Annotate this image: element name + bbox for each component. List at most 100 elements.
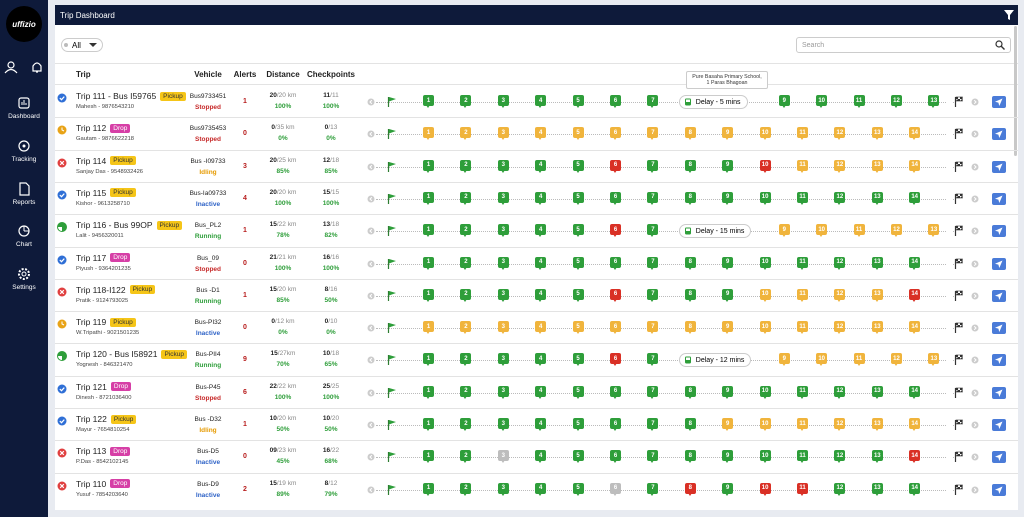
trip-contact: Pratik - 9124793025	[76, 297, 129, 304]
checkpoint: 5	[572, 321, 584, 335]
checkpoint: 12	[834, 450, 846, 464]
navigate-button[interactable]	[992, 257, 1006, 270]
bell-icon[interactable]	[30, 60, 44, 74]
trip-name: Trip 111 - Bus I59765	[76, 91, 157, 101]
checkpoint: 13	[871, 321, 883, 335]
nav-icon[interactable]	[17, 96, 31, 110]
search-box[interactable]: Search	[796, 37, 1011, 53]
navigate-button[interactable]	[992, 419, 1006, 431]
timeline-line	[376, 457, 956, 459]
navigate-button[interactable]	[992, 225, 1006, 238]
checkpoint: 2	[460, 353, 472, 367]
navigate-button[interactable]	[992, 192, 1006, 205]
checkpoint: 9	[722, 450, 734, 464]
dist-percent: 70%	[276, 361, 290, 369]
trip-tag: Drop	[110, 446, 131, 456]
checkpoint: 6	[610, 482, 621, 496]
checkpoint: 7	[647, 127, 659, 141]
checkpoint: 1	[423, 385, 434, 399]
back-button[interactable]	[367, 324, 375, 332]
header-divider	[55, 63, 1018, 64]
cp-progress: 8/12	[301, 480, 361, 487]
info-button[interactable]	[971, 260, 979, 268]
trip-line: Trip 114 Pickup	[76, 156, 136, 166]
user-icon[interactable]	[4, 60, 18, 74]
vehicle-status: Inactive	[195, 330, 221, 338]
row-divider	[55, 214, 1018, 216]
scrollbar[interactable]	[1014, 26, 1017, 156]
trip-contact: Mahesh - 9876543210	[76, 104, 135, 110]
checkpoint: 7	[647, 482, 659, 496]
checkpoint: 12	[834, 159, 846, 173]
row-divider	[55, 181, 1018, 183]
checkpoint: 10	[759, 288, 771, 302]
checkpoint: 4	[535, 288, 547, 302]
info-button[interactable]	[971, 292, 979, 300]
back-button[interactable]	[367, 453, 375, 461]
dist-progress: 20/20 km	[253, 92, 313, 99]
checkpoint: 9	[778, 224, 790, 238]
vehicle-name: Bus -D32	[194, 416, 222, 423]
trip-status-icon	[57, 222, 67, 233]
cp-progress: 16/22	[301, 447, 361, 454]
back-button[interactable]	[367, 195, 375, 203]
navigate-button[interactable]	[992, 160, 1006, 173]
trip-contact: W.Tripathi - 9021501235	[76, 330, 140, 337]
nav-icon[interactable]	[17, 224, 31, 238]
checkpoint: 1	[423, 450, 434, 464]
cp-percent: 85%	[324, 167, 338, 175]
timeline-line	[376, 263, 956, 265]
back-button[interactable]	[367, 163, 375, 171]
back-button[interactable]	[367, 260, 375, 268]
dist-done: 20	[269, 188, 277, 196]
checkpoint: 12	[834, 418, 846, 431]
timeline-mask	[947, 417, 952, 433]
logo[interactable]: uffizio	[6, 6, 42, 42]
column-header: Alerts	[233, 70, 257, 79]
navigate-button[interactable]	[992, 451, 1006, 464]
back-button[interactable]	[367, 292, 375, 300]
alerts-count: 0	[243, 259, 247, 267]
back-button[interactable]	[367, 389, 375, 397]
info-button[interactable]	[971, 389, 979, 397]
info-button[interactable]	[971, 486, 979, 494]
dist-percent: 85%	[276, 167, 290, 175]
checkpoint: 10	[759, 418, 771, 431]
filter-icon[interactable]	[1004, 10, 1014, 20]
info-button[interactable]	[971, 163, 979, 171]
info-button[interactable]	[971, 98, 979, 106]
back-button[interactable]	[367, 356, 375, 364]
checkpoint: 13	[871, 127, 883, 141]
vehicle-name: Bus_PL2	[194, 222, 222, 230]
alerts-count: 4	[243, 194, 247, 202]
info-button[interactable]	[971, 324, 979, 332]
back-button[interactable]	[367, 130, 375, 138]
back-button[interactable]	[367, 227, 375, 235]
checkpoint: 12	[891, 353, 902, 367]
checkpoint: 11	[797, 256, 808, 270]
navigate-button[interactable]	[992, 289, 1006, 302]
navigate-button[interactable]	[992, 386, 1006, 399]
checkpoint: 9	[778, 95, 790, 108]
navigate-button[interactable]	[992, 354, 1006, 367]
info-button[interactable]	[971, 356, 979, 364]
navigate-button[interactable]	[992, 483, 1006, 496]
navigate-button[interactable]	[992, 96, 1006, 108]
back-button[interactable]	[367, 421, 375, 429]
info-button[interactable]	[971, 195, 979, 203]
back-button[interactable]	[367, 98, 375, 106]
info-button[interactable]	[971, 227, 979, 235]
navigate-button[interactable]	[992, 322, 1006, 335]
checkpoint: 14	[909, 191, 921, 205]
navigate-button[interactable]	[992, 128, 1006, 141]
info-button[interactable]	[971, 130, 979, 138]
info-button[interactable]	[971, 453, 979, 461]
back-button[interactable]	[367, 486, 375, 494]
filter-dropdown[interactable]: All	[61, 38, 103, 52]
nav-icon[interactable]	[17, 139, 31, 153]
nav-icon[interactable]	[17, 267, 31, 281]
timeline-line	[376, 328, 956, 330]
start-flag	[387, 226, 396, 237]
info-button[interactable]	[971, 421, 979, 429]
nav-icon[interactable]	[17, 182, 31, 196]
